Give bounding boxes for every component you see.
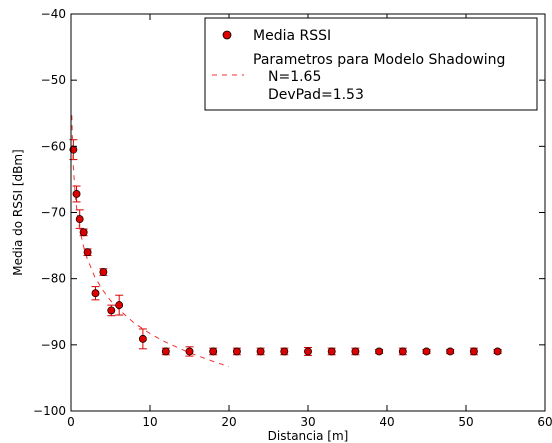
errorbars [69, 139, 502, 357]
legend-param-n: N=1.65 [268, 69, 321, 85]
y-tick-label: −40 [41, 7, 66, 21]
data-point [232, 347, 241, 356]
y-tick-label: −100 [33, 404, 66, 418]
data-point [422, 347, 431, 356]
data-point [185, 347, 194, 356]
data-point [161, 347, 170, 356]
data-point [79, 228, 88, 237]
data-point [256, 347, 265, 356]
y-tick-label: −90 [41, 338, 66, 352]
data-point [75, 215, 84, 224]
y-axis-label: Media do RSSI [dBm] [11, 149, 25, 275]
x-tick-label: 40 [379, 415, 394, 429]
data-point [115, 301, 124, 310]
y-tick-label: −70 [41, 206, 66, 220]
data-point [209, 347, 218, 356]
data-point [99, 268, 108, 276]
data-point [446, 347, 455, 356]
x-axis-label: Distancia [m] [268, 429, 349, 443]
data-point [304, 347, 312, 356]
data-point [280, 347, 289, 356]
data-point [469, 347, 478, 356]
data-point [351, 347, 360, 356]
data-point [327, 347, 336, 356]
axis-ticks: 0 10 20 30 40 50 60 −100 −90 −80 −70 −60 −50 −40 [33, 7, 552, 429]
x-tick-label: 50 [458, 415, 473, 429]
model-shadowing-line [71, 115, 230, 368]
x-tick-label: 30 [300, 415, 315, 429]
data-point [91, 289, 100, 298]
data-point [138, 334, 147, 343]
data-point [375, 347, 384, 356]
points [69, 145, 502, 356]
data-point [72, 190, 81, 198]
model-line-layer [71, 115, 230, 368]
legend: Media RSSI Parametros para Modelo Shadow… [204, 17, 538, 111]
x-tick-label: 20 [221, 415, 236, 429]
legend-label-model: Parametros para Modelo Shadowing [253, 52, 505, 68]
legend-marker-media-rssi [222, 30, 232, 40]
data-point [107, 306, 116, 315]
x-tick-label: 0 [67, 415, 75, 429]
legend-box [204, 17, 538, 111]
y-tick-label: −60 [41, 139, 66, 153]
y-tick-label: −80 [41, 272, 66, 286]
legend-label-media-rssi: Media RSSI [253, 28, 331, 44]
x-tick-label: 10 [142, 415, 157, 429]
y-tick-label: −50 [41, 73, 66, 87]
data-point [493, 347, 502, 356]
data-point [83, 248, 92, 257]
legend-param-devpad: DevPad=1.53 [268, 87, 364, 103]
data-point [398, 347, 407, 356]
x-tick-label: 60 [537, 415, 552, 429]
